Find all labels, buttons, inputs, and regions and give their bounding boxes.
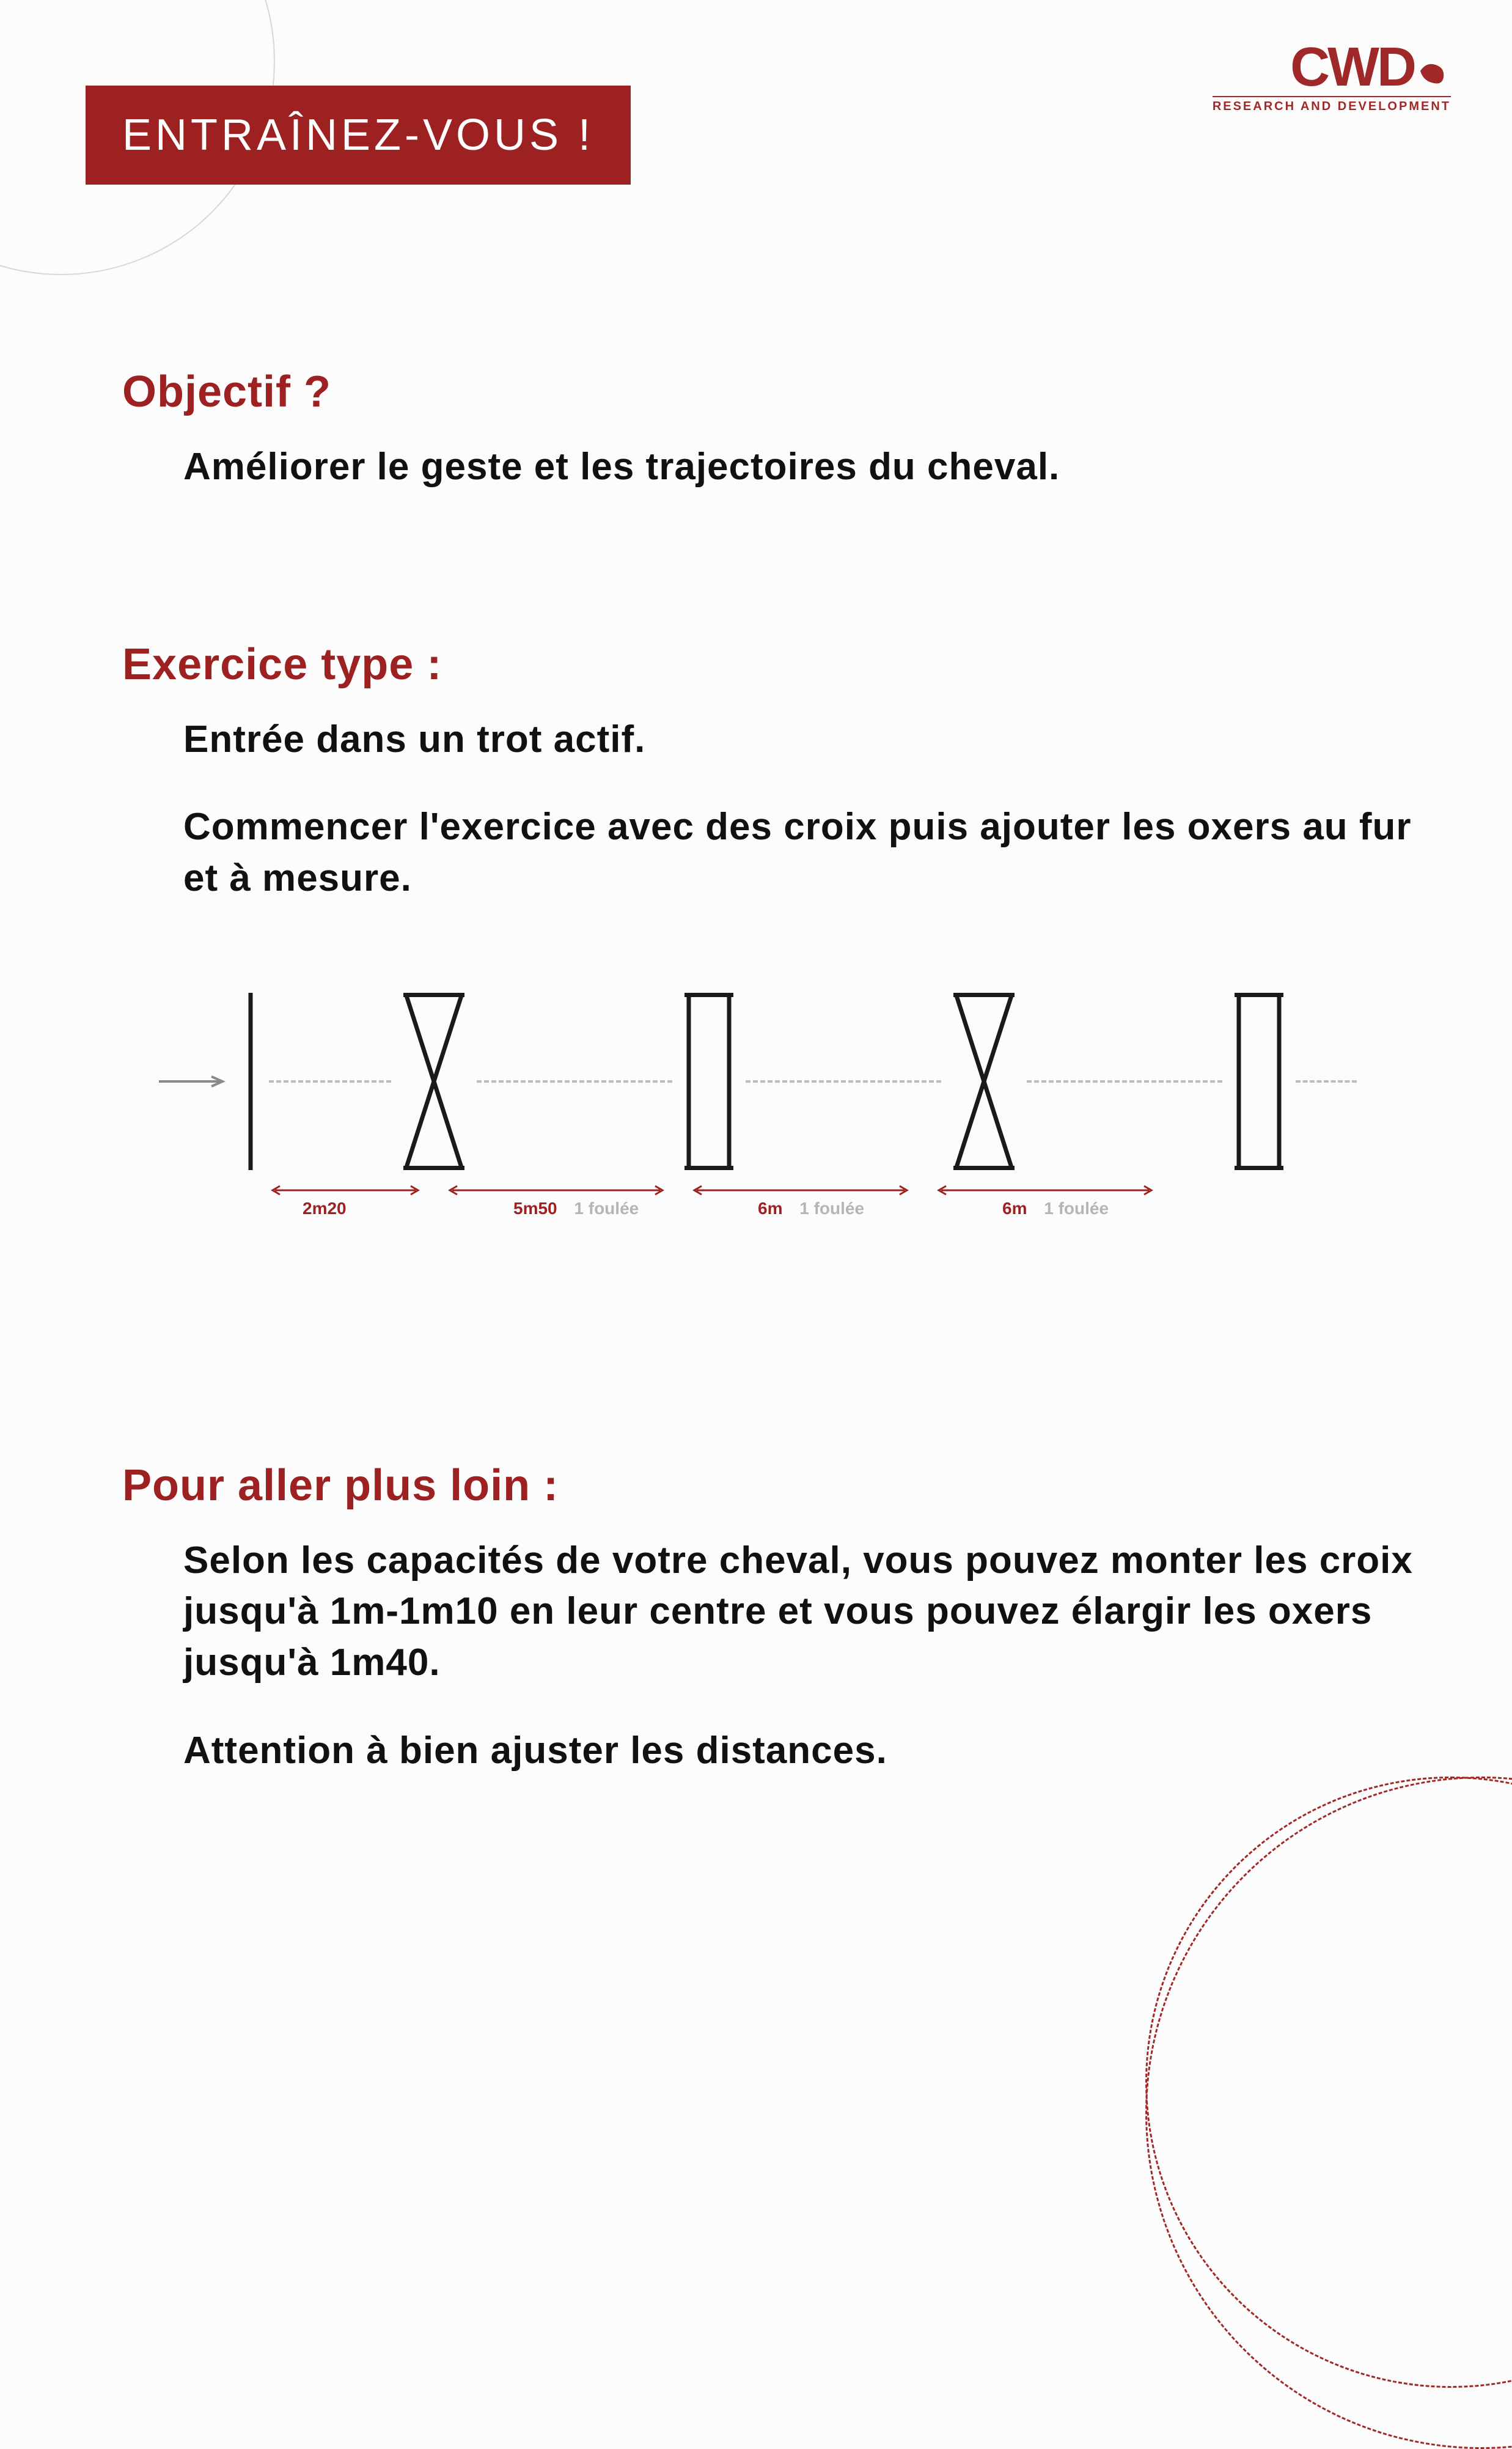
entry-arrow bbox=[159, 1075, 232, 1088]
section-further: Pour aller plus loin : Selon les capacit… bbox=[122, 1460, 1426, 1777]
diagram-labels-row: 2m20 5m50 1 foulée 6m 1 foulée bbox=[159, 1184, 1426, 1233]
exercise-diagram: 2m20 5m50 1 foulée 6m 1 foulée bbox=[159, 990, 1426, 1247]
exercise-text-2: Commencer l'exercice avec des croix puis… bbox=[183, 801, 1426, 904]
obstacle-oxer bbox=[1235, 990, 1283, 1173]
further-text-2: Attention à bien ajuster les distances. bbox=[183, 1725, 1426, 1777]
brand-name-text: CWD bbox=[1290, 43, 1414, 92]
diagram-gap bbox=[1296, 1080, 1357, 1083]
diagram-gap bbox=[269, 1080, 391, 1083]
distance-value: 6m bbox=[758, 1199, 782, 1218]
distance-segment: 6m 1 foulée bbox=[935, 1184, 1155, 1196]
distance-segment: 5m50 1 foulée bbox=[446, 1184, 666, 1196]
brand-logo: CWD RESEARCH AND DEVELOPMENT bbox=[1213, 43, 1451, 114]
distance-segment: 6m 1 foulée bbox=[691, 1184, 911, 1196]
further-text-1: Selon les capacités de votre cheval, vou… bbox=[183, 1535, 1426, 1689]
distance-value: 2m20 bbox=[303, 1199, 347, 1218]
brand-tagline: RESEARCH AND DEVELOPMENT bbox=[1213, 96, 1451, 114]
brand-dot-icon bbox=[1414, 50, 1451, 86]
exercise-body: Entrée dans un trot actif. Commencer l'e… bbox=[122, 714, 1426, 904]
page-title-banner: ENTRAÎNEZ-VOUS ! bbox=[86, 86, 631, 185]
objective-text: Améliorer le geste et les trajectoires d… bbox=[183, 441, 1426, 493]
main-content: Objectif ? Améliorer le geste et les tra… bbox=[122, 367, 1426, 1923]
diagram-obstacle-row bbox=[159, 990, 1426, 1173]
objective-body: Améliorer le geste et les trajectoires d… bbox=[122, 441, 1426, 493]
obstacle-oxer bbox=[684, 990, 733, 1173]
stride-value: 1 foulée bbox=[799, 1199, 864, 1218]
stride-value: 1 foulée bbox=[1044, 1199, 1109, 1218]
stride-value: 1 foulée bbox=[574, 1199, 639, 1218]
distance-value: 5m50 bbox=[513, 1199, 557, 1218]
exercise-text-1: Entrée dans un trot actif. bbox=[183, 714, 1426, 765]
section-objective: Objectif ? Améliorer le geste et les tra… bbox=[122, 367, 1426, 493]
diagram-gap bbox=[746, 1080, 941, 1083]
obstacle-pole bbox=[244, 990, 257, 1173]
exercise-heading: Exercice type : bbox=[122, 639, 1426, 690]
obstacle-cross bbox=[953, 990, 1015, 1173]
distance-value: 6m bbox=[1002, 1199, 1027, 1218]
diagram-gap bbox=[477, 1080, 672, 1083]
objective-heading: Objectif ? bbox=[122, 367, 1426, 417]
further-heading: Pour aller plus loin : bbox=[122, 1460, 1426, 1511]
brand-name: CWD bbox=[1213, 43, 1451, 92]
distance-segment: 2m20 bbox=[269, 1184, 422, 1196]
further-body: Selon les capacités de votre cheval, vou… bbox=[122, 1535, 1426, 1777]
diagram-gap bbox=[1027, 1080, 1222, 1083]
section-exercise: Exercice type : Entrée dans un trot acti… bbox=[122, 639, 1426, 1247]
obstacle-cross bbox=[403, 990, 464, 1173]
